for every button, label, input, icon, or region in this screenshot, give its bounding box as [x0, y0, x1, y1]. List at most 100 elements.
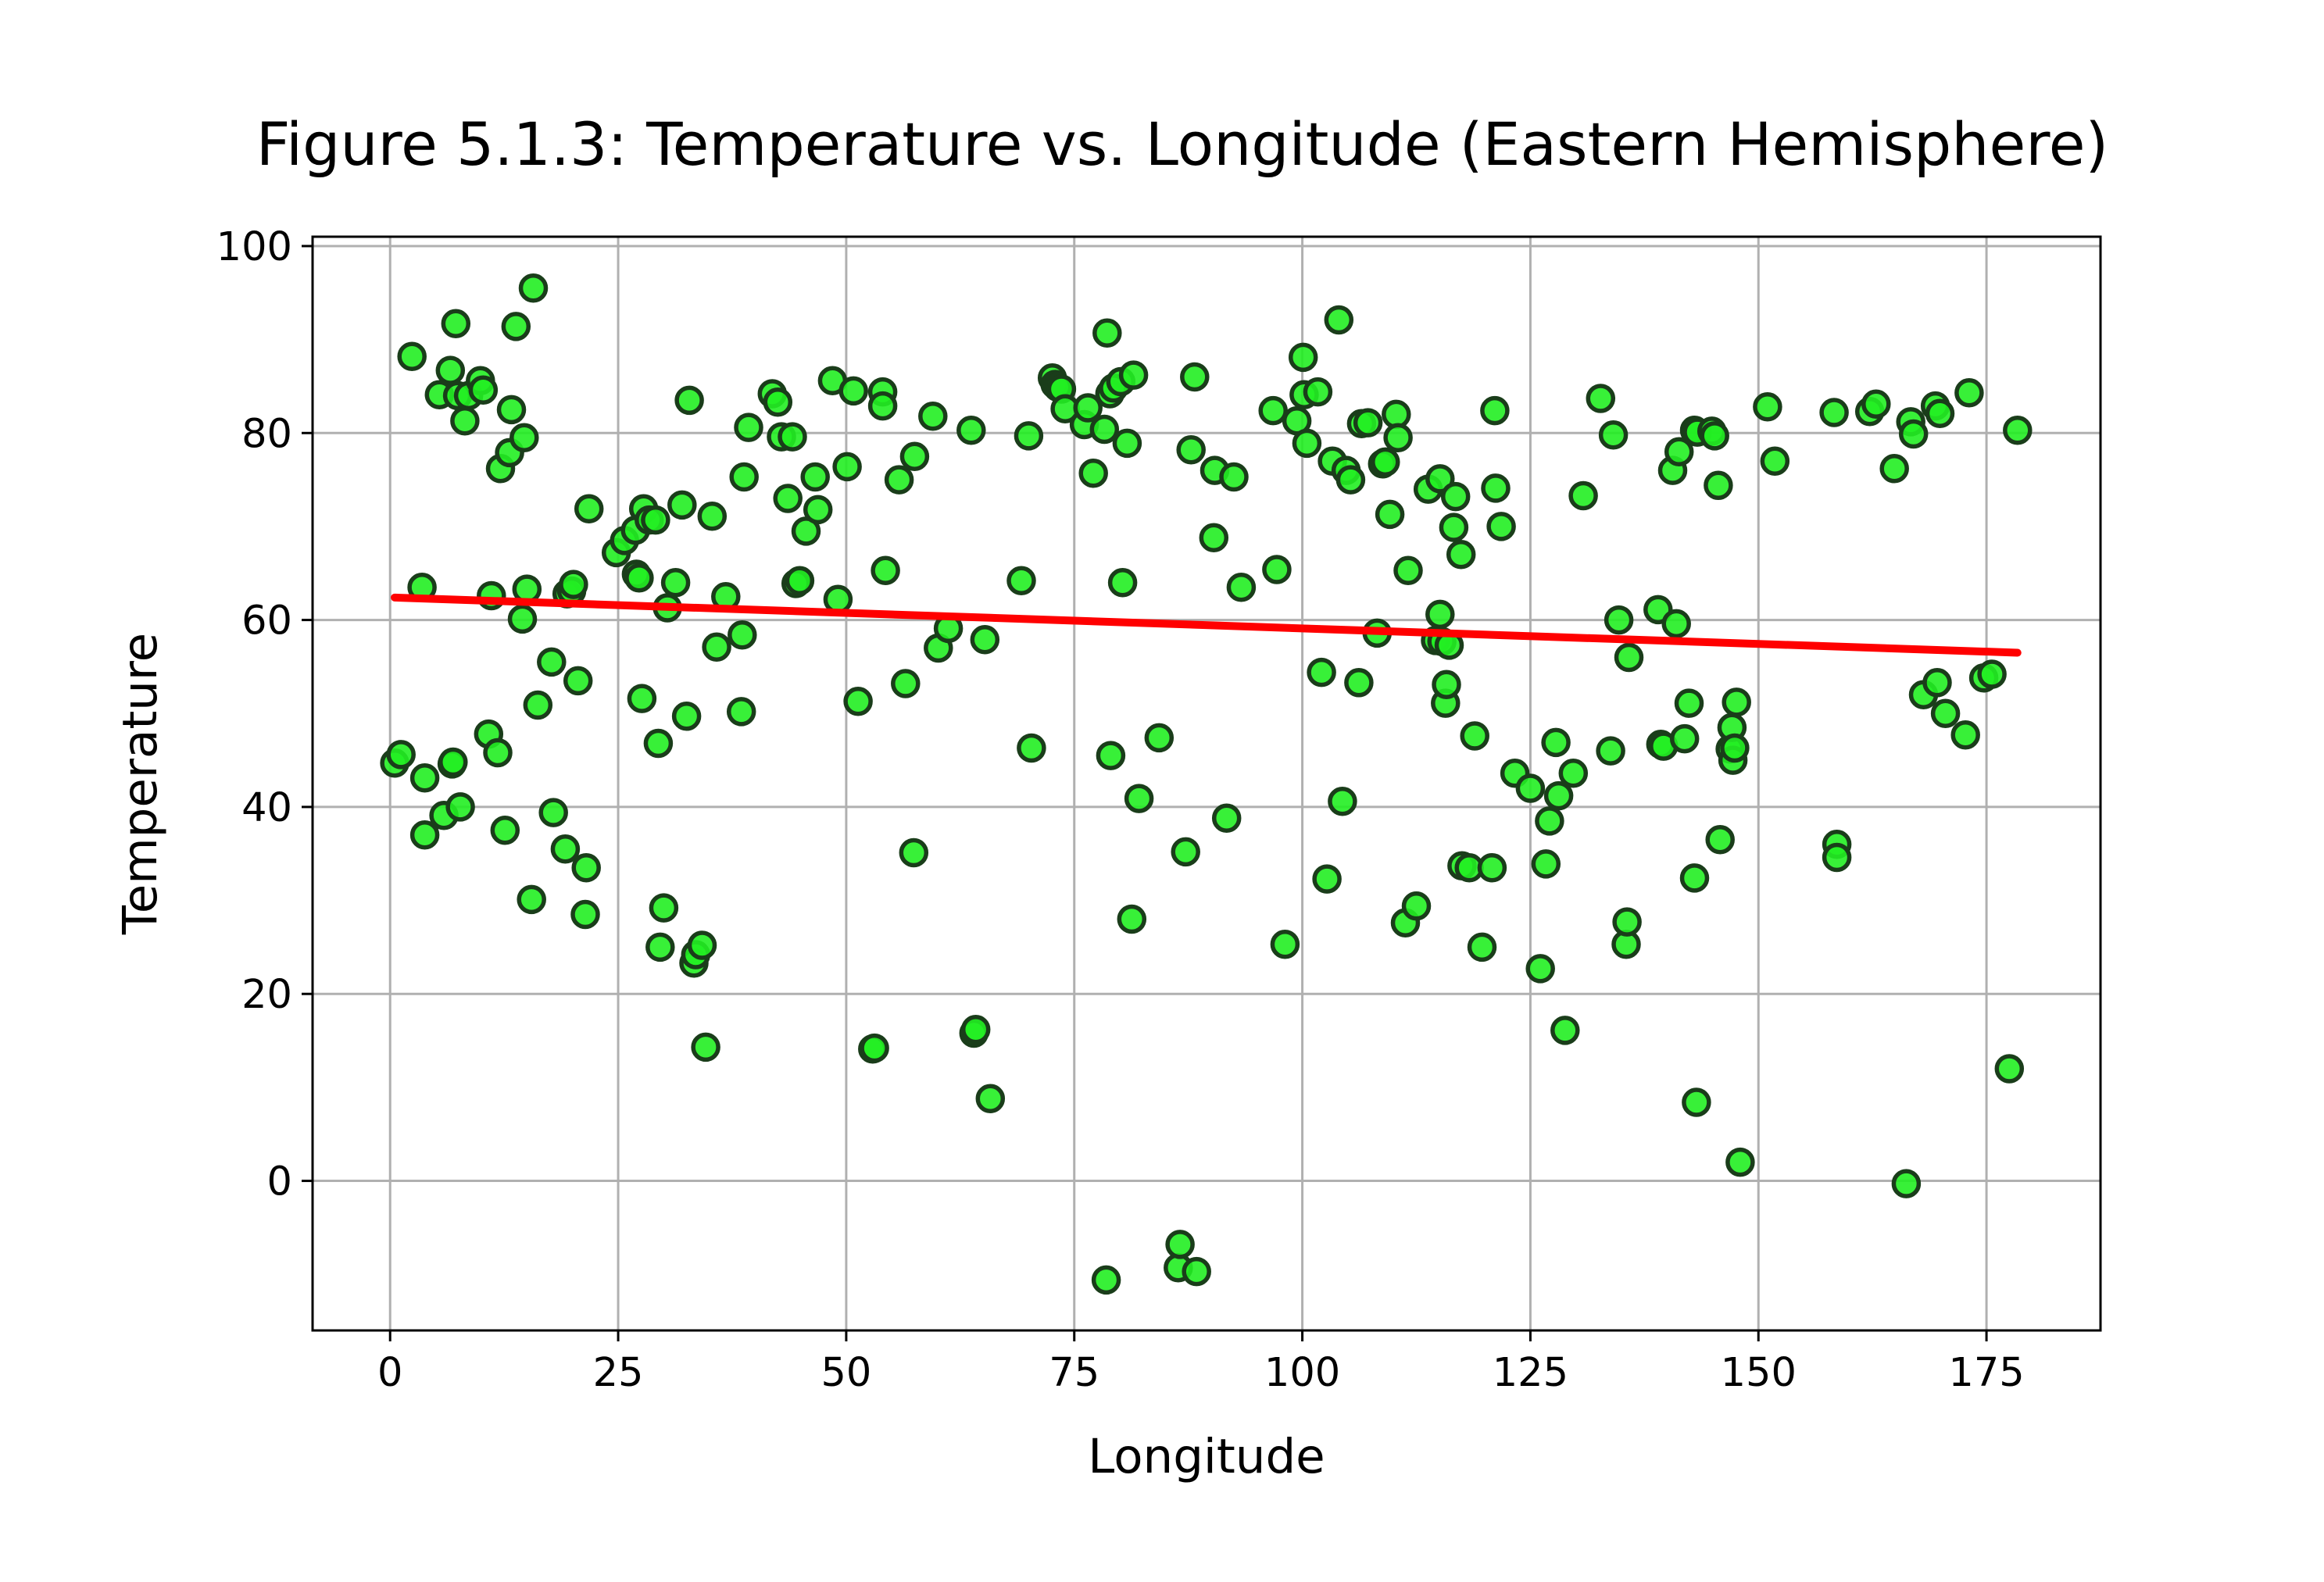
data-point — [537, 647, 567, 677]
data-point — [563, 666, 593, 696]
regression-line — [391, 593, 2022, 657]
data-point — [1312, 864, 1342, 894]
data-point — [960, 1014, 991, 1045]
data-point — [1704, 470, 1733, 501]
y-tick-label: 0 — [267, 1159, 292, 1205]
x-tick-label: 100 — [1264, 1350, 1340, 1396]
data-point — [645, 932, 675, 962]
x-tick-label: 0 — [377, 1350, 402, 1396]
data-point — [559, 570, 588, 599]
data-point — [1180, 362, 1210, 392]
data-point — [1439, 512, 1469, 542]
data-point — [1922, 668, 1952, 698]
data-point — [1092, 318, 1122, 348]
data-point — [1480, 395, 1510, 426]
data-point — [970, 624, 1000, 655]
data-point — [899, 837, 929, 868]
data-point — [397, 341, 427, 371]
data-point — [1460, 721, 1489, 751]
data-point — [1375, 499, 1405, 530]
y-tick-label: 40 — [241, 785, 292, 831]
data-point — [490, 816, 520, 845]
data-point — [1446, 540, 1476, 570]
data-point — [1586, 384, 1616, 413]
data-point — [1925, 398, 1955, 428]
data-point — [1144, 723, 1175, 753]
data-point — [1262, 555, 1292, 584]
data-point — [1891, 1169, 1922, 1198]
data-point — [496, 395, 527, 425]
data-point — [649, 893, 679, 923]
data-point — [702, 632, 731, 662]
data-point — [697, 502, 728, 531]
y-tick-label: 60 — [241, 598, 292, 645]
data-point — [734, 412, 763, 442]
data-point — [1954, 378, 1984, 408]
data-point — [860, 1033, 889, 1063]
data-point — [1486, 512, 1516, 541]
data-point — [1674, 688, 1704, 718]
data-point — [450, 405, 480, 436]
data-point — [843, 686, 873, 716]
data-point — [785, 566, 815, 596]
data-point — [884, 465, 914, 495]
data-point — [1288, 342, 1318, 373]
data-point — [803, 495, 833, 525]
plot-frame — [311, 235, 2102, 1332]
data-point — [550, 834, 581, 864]
data-point — [1393, 555, 1423, 585]
data-point — [1292, 428, 1322, 459]
data-point — [2003, 415, 2033, 445]
data-point — [1211, 803, 1242, 834]
data-point — [1664, 437, 1694, 466]
x-axis-label: Longitude — [1088, 1429, 1325, 1484]
data-point — [838, 376, 868, 406]
y-tick-label: 100 — [216, 224, 292, 270]
data-point — [509, 423, 539, 453]
data-point — [871, 555, 900, 585]
data-point — [1760, 446, 1790, 476]
data-point — [574, 494, 604, 523]
data-point — [1219, 462, 1249, 492]
data-point — [627, 684, 657, 713]
data-point — [1467, 932, 1497, 962]
data-point — [1568, 480, 1598, 511]
data-point — [1117, 904, 1147, 934]
data-point — [1614, 642, 1644, 673]
data-point — [1165, 1230, 1195, 1259]
data-point — [1700, 421, 1729, 451]
regression-line-segment — [391, 593, 2022, 657]
data-point — [660, 567, 691, 598]
data-point — [1303, 377, 1333, 407]
data-point — [1199, 523, 1229, 553]
data-point — [1550, 1016, 1580, 1045]
data-point — [1994, 1054, 2025, 1084]
data-point — [1950, 720, 1980, 750]
data-point — [1543, 780, 1574, 811]
data-point — [1977, 659, 2007, 689]
data-point — [1525, 954, 1555, 984]
data-point — [1258, 395, 1288, 426]
data-point — [1661, 609, 1691, 639]
data-point — [1596, 736, 1625, 766]
x-tick-label: 125 — [1493, 1350, 1568, 1396]
data-point — [507, 604, 538, 634]
data-point — [438, 747, 468, 777]
data-point — [1440, 481, 1471, 512]
data-point — [570, 899, 600, 930]
x-tick-label: 50 — [821, 1350, 871, 1396]
data-point — [1705, 825, 1735, 855]
data-point — [1182, 1256, 1211, 1287]
data-point — [1861, 389, 1891, 419]
x-tick-label: 175 — [1948, 1350, 2024, 1396]
data-point — [1006, 566, 1036, 596]
data-point — [691, 1032, 720, 1062]
data-point — [483, 737, 513, 768]
data-point — [1176, 435, 1206, 465]
data-point — [1307, 657, 1336, 687]
data-point — [409, 763, 440, 793]
data-point — [1371, 447, 1400, 477]
y-tick-label: 20 — [241, 972, 292, 1018]
data-point — [501, 312, 531, 341]
